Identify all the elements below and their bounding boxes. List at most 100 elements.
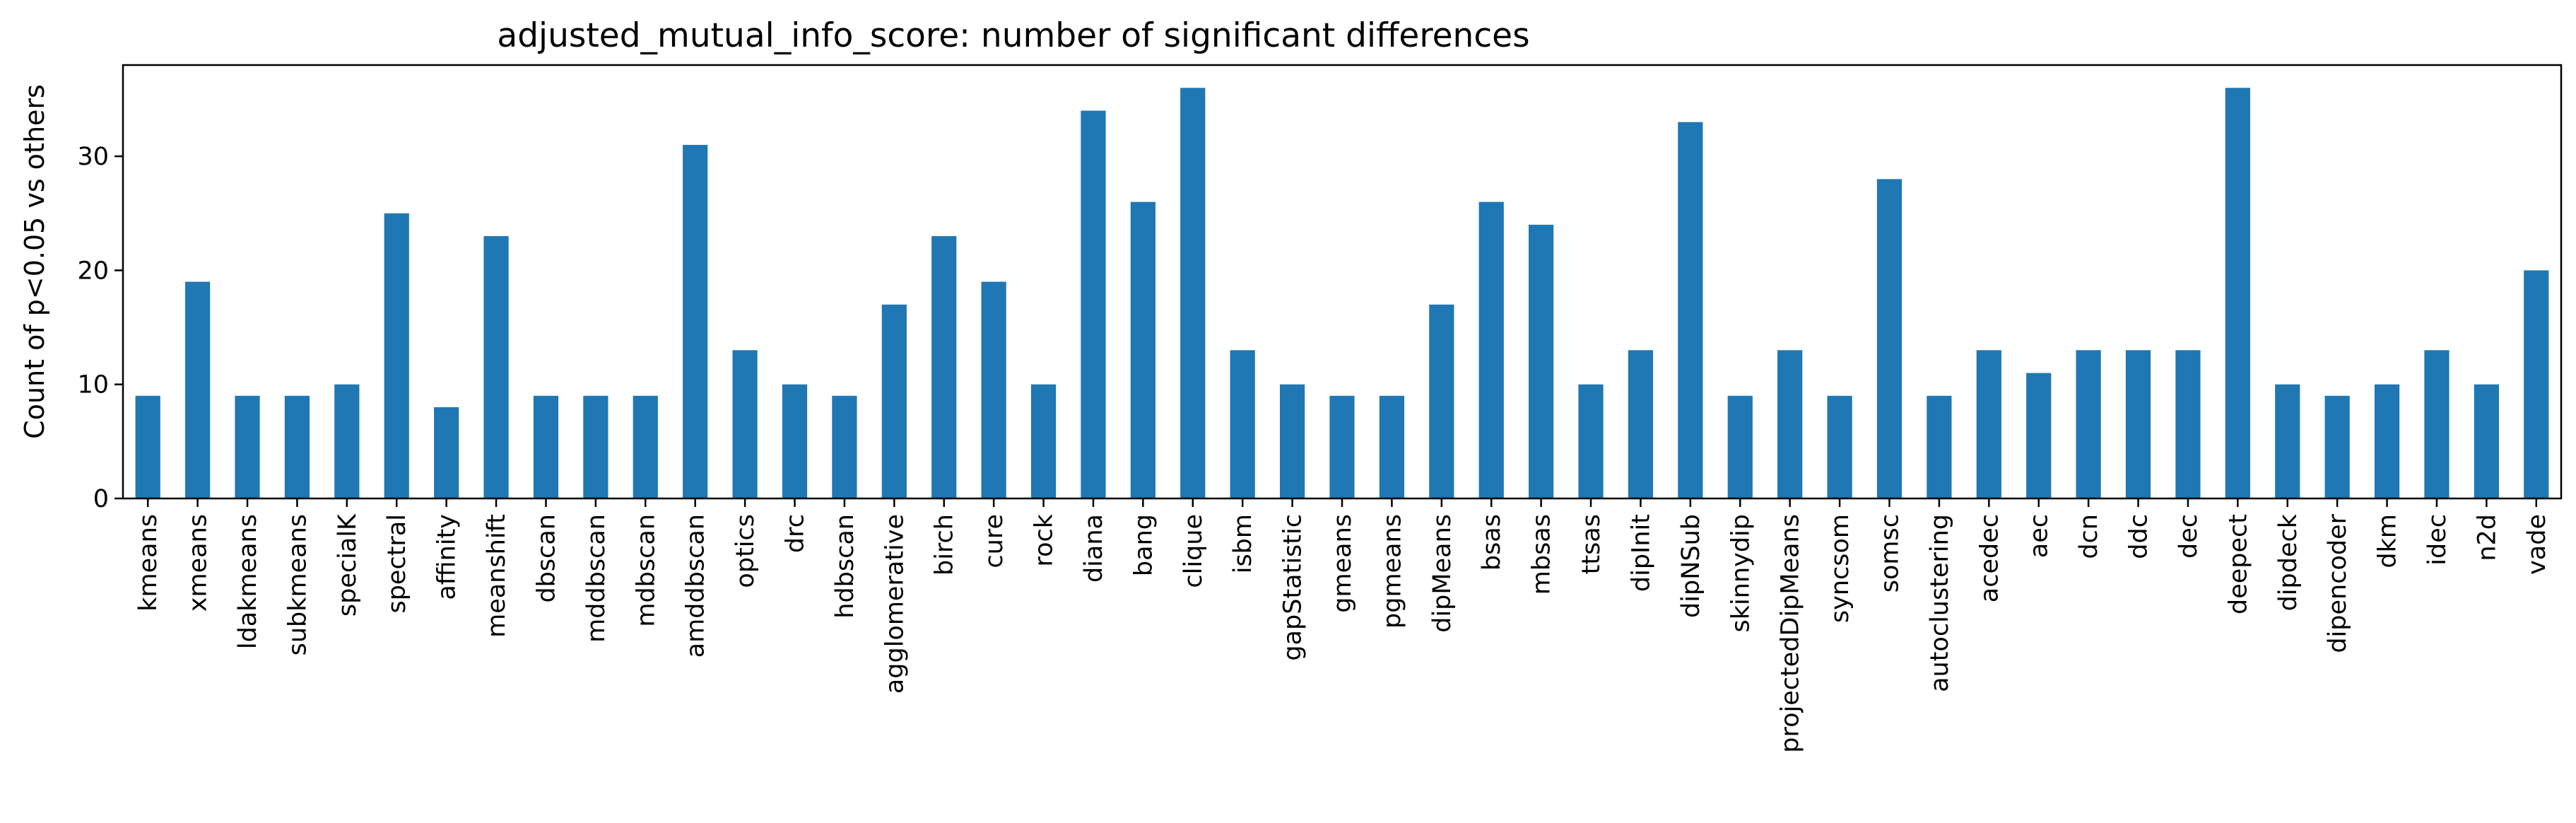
bar-isbm — [1230, 350, 1255, 498]
bar-syncsom — [1827, 395, 1852, 498]
bar-vade — [2524, 270, 2549, 498]
bar-birch — [931, 235, 957, 498]
x-tick-label: dipdeck — [2274, 513, 2302, 611]
x-tick-label: gmeans — [1329, 514, 1357, 613]
x-tick-label: syncsom — [1826, 514, 1854, 623]
x-tick-label: gapStatistic — [1279, 514, 1307, 661]
bar-aec — [2026, 373, 2052, 498]
bar-optics — [732, 350, 758, 498]
x-tick-label: agglomerative — [881, 514, 909, 694]
x-tick-label: optics — [731, 514, 760, 588]
x-tick-label: dipNSub — [1677, 514, 1705, 618]
y-tick-label: 30 — [77, 143, 109, 171]
x-tick-label: ddc — [2125, 514, 2153, 559]
bar-affinity — [434, 407, 459, 498]
y-axis-ticks: 0 10 20 30 — [77, 143, 123, 513]
bar-specialK — [334, 384, 360, 498]
bar-rock — [1030, 384, 1057, 498]
x-tick-label: aec — [2025, 514, 2054, 558]
bar-dipencoder — [2324, 395, 2350, 498]
x-tick-label: mbsas — [1528, 514, 1556, 595]
bars-group — [135, 88, 2549, 499]
chart-title: adjusted_mutual_info_score: number of si… — [497, 16, 1529, 55]
bar-bsas — [1478, 202, 1504, 498]
x-tick-label: pgmeans — [1378, 514, 1406, 629]
x-tick-label: hdbscan — [831, 514, 859, 619]
bar-ldakmeans — [235, 395, 260, 498]
bar-kmeans — [135, 395, 160, 498]
x-tick-label: cure — [980, 514, 1008, 568]
bar-gapStatistic — [1279, 384, 1305, 498]
x-tick-label: deepect — [2224, 514, 2252, 614]
bar-projectedDipMeans — [1777, 350, 1803, 498]
bar-subkmeans — [284, 395, 310, 498]
bar-dipNSub — [1678, 122, 1703, 498]
bar-somsc — [1876, 179, 1902, 498]
x-tick-label: bang — [1129, 514, 1158, 576]
x-tick-label: clique — [1180, 514, 1208, 588]
bar-dbscan — [533, 395, 559, 498]
bar-diana — [1081, 110, 1106, 499]
bar-pgmeans — [1379, 395, 1405, 498]
x-tick-label: xmeans — [184, 514, 213, 612]
x-tick-label: bsas — [1478, 514, 1506, 571]
x-tick-label: amddbscan — [682, 514, 710, 658]
x-tick-label: isbm — [1229, 514, 1257, 573]
bar-mbsas — [1529, 224, 1554, 498]
bar-dcn — [2076, 350, 2101, 498]
x-tick-label: projectedDipMeans — [1777, 514, 1805, 753]
x-tick-label: dec — [2175, 514, 2203, 559]
x-tick-label: n2d — [2473, 514, 2501, 561]
x-tick-label: diana — [1080, 514, 1108, 583]
bar-amddbscan — [683, 144, 708, 498]
bar-dkm — [2374, 384, 2400, 498]
plot-frame — [122, 64, 2563, 500]
bar-hdbscan — [832, 395, 857, 498]
bar-ddc — [2125, 350, 2151, 498]
x-tick-label: subkmeans — [283, 514, 312, 655]
x-tick-label: acedec — [1975, 514, 2004, 602]
bar-drc — [782, 384, 808, 498]
bar-mdbscan — [633, 395, 658, 498]
bar-autoclustering — [1927, 395, 1952, 498]
x-tick-label: dipInit — [1627, 514, 1655, 592]
x-tick-label: ttsas — [1577, 514, 1606, 574]
bar-meanshift — [483, 235, 509, 498]
x-tick-label: skinnydip — [1727, 514, 1755, 632]
bar-deepect — [2225, 88, 2250, 498]
x-tick-label: dipMeans — [1428, 514, 1457, 633]
x-tick-label: vade — [2523, 514, 2551, 575]
y-axis-label: Count of p<0.05 vs others — [19, 84, 50, 439]
bar-n2d — [2474, 384, 2499, 498]
y-tick-label: 20 — [77, 257, 109, 285]
bar-bang — [1130, 202, 1155, 498]
bar-clique — [1180, 88, 1206, 498]
bar-dec — [2175, 350, 2201, 498]
x-tick-label: somsc — [1876, 514, 1904, 593]
bar-acedec — [1976, 350, 2001, 498]
bar-skinnydip — [1727, 395, 1753, 498]
x-axis-ticks: kmeans xmeans ldakmeans subkmeans specialK sp… — [134, 498, 2551, 753]
y-tick-label: 10 — [77, 371, 109, 399]
bar-dipdeck — [2275, 384, 2300, 498]
x-tick-label: dkm — [2374, 514, 2402, 568]
x-tick-label: birch — [931, 514, 959, 576]
bar-agglomerative — [881, 304, 907, 498]
bar-gmeans — [1329, 395, 1355, 498]
bar-dipInit — [1628, 350, 1654, 498]
bar-ttsas — [1578, 384, 1604, 498]
x-tick-label: rock — [1030, 513, 1059, 566]
x-tick-label: spectral — [383, 514, 411, 614]
x-tick-label: dbscan — [532, 514, 560, 603]
x-tick-label: dcn — [2075, 514, 2103, 559]
bar-dipMeans — [1429, 304, 1454, 498]
bar-spectral — [384, 213, 409, 498]
x-tick-label: drc — [782, 514, 810, 553]
x-tick-label: affinity — [433, 514, 461, 600]
x-tick-label: dipencoder — [2324, 513, 2352, 653]
bar-xmeans — [185, 281, 211, 498]
bar-idec — [2424, 350, 2449, 498]
y-tick-label: 0 — [93, 485, 109, 513]
bar-mddbscan — [583, 395, 608, 498]
